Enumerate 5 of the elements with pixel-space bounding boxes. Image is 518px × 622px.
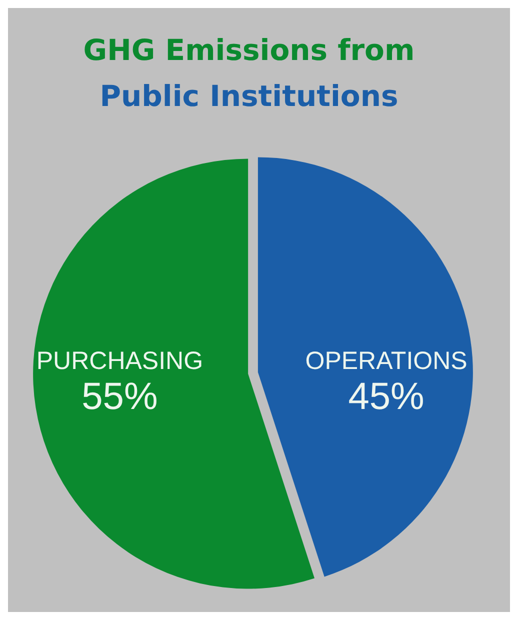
slice-label: OPERATIONS xyxy=(305,347,468,375)
slice-label: PURCHASING xyxy=(36,347,204,375)
data-label: 45% xyxy=(348,376,424,418)
data-label: 55% xyxy=(82,376,158,418)
chart-title: GHG Emissions from Public Institutions xyxy=(83,33,415,113)
